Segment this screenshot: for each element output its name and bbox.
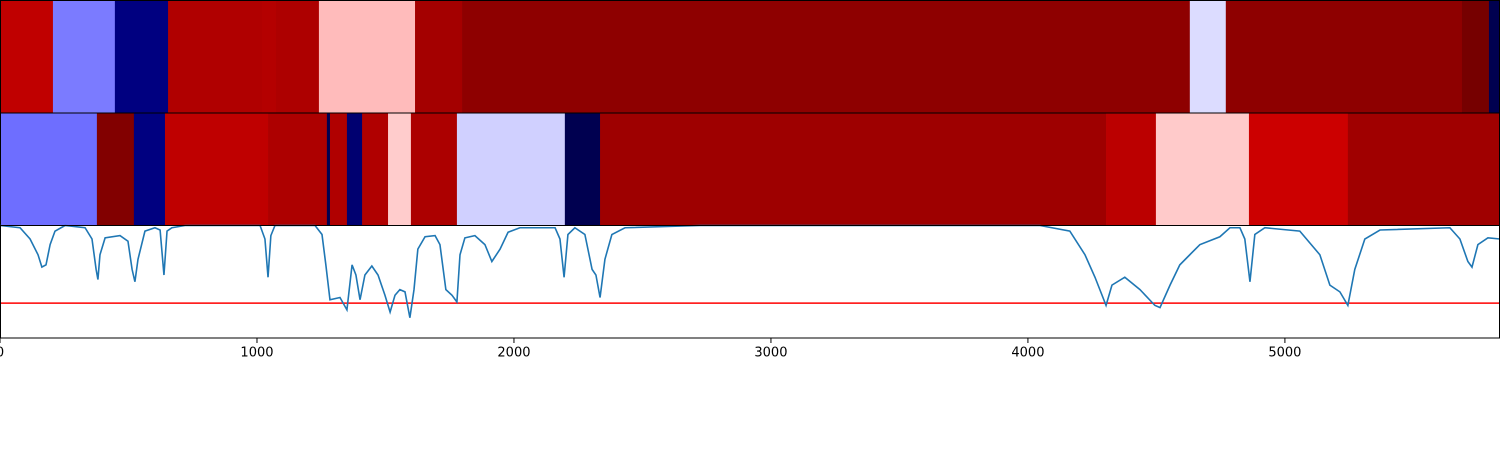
- strip-segment: [410, 113, 458, 226]
- strip-segment: [52, 0, 116, 113]
- strip-segment: [275, 0, 320, 113]
- strip-segment: [0, 0, 54, 113]
- strip-segment: [1155, 113, 1250, 226]
- x-tick-label: 5000: [1268, 346, 1301, 361]
- strip-segment: [362, 113, 389, 226]
- strip-segment: [96, 113, 135, 226]
- strip-segment: [318, 0, 416, 113]
- strip-segment: [1225, 0, 1463, 113]
- strip-segment: [329, 113, 348, 226]
- line-series: [0, 224, 1500, 318]
- strip-segment: [268, 113, 328, 226]
- strip-segment: [1189, 0, 1227, 113]
- strip-segment: [168, 0, 263, 113]
- strip-segment: [1347, 113, 1500, 226]
- x-tick-label: 0: [0, 346, 4, 361]
- x-tick-label: 1000: [240, 346, 273, 361]
- strip-segment: [133, 113, 166, 226]
- strip-segment: [462, 0, 1191, 113]
- strip-segment: [564, 113, 601, 226]
- strip-segment: [346, 113, 363, 226]
- strip-segment: [1488, 0, 1500, 113]
- strip-segment: [388, 113, 412, 226]
- strip-segment: [326, 113, 331, 226]
- strip-segment: [1248, 113, 1349, 226]
- strip-segment: [600, 113, 1107, 226]
- strip-segment: [0, 113, 98, 226]
- strip-segment: [261, 0, 277, 113]
- strip-segment: [1461, 0, 1490, 113]
- strip-segment: [456, 113, 566, 226]
- strip-segment: [415, 0, 463, 113]
- panel-frame: [0, 225, 1500, 339]
- strip-segment: [1106, 113, 1157, 226]
- strip-segment: [114, 0, 169, 113]
- x-tick-label: 3000: [754, 346, 787, 361]
- x-tick-label: 2000: [497, 346, 530, 361]
- strip-segment: [164, 113, 269, 226]
- x-tick-label: 4000: [1011, 346, 1044, 361]
